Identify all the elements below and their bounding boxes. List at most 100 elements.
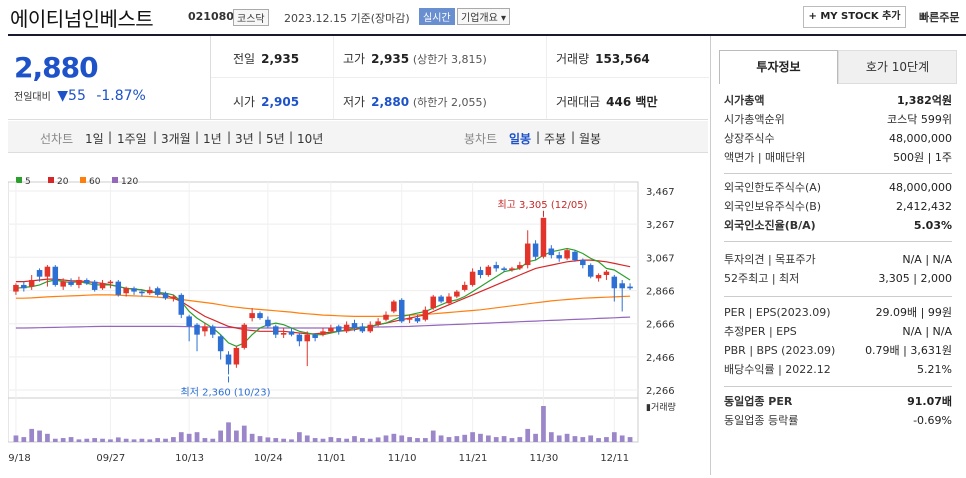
candle-body [524, 243, 531, 266]
volume-bar [226, 422, 231, 442]
volume-bar [517, 437, 523, 442]
candle-body [52, 266, 59, 285]
lower-limit: (하한가 2,055) [412, 96, 487, 109]
candle-body [343, 324, 350, 332]
candle-body [288, 331, 295, 335]
y-tick-label: 2,866 [646, 287, 675, 298]
info-label: 외국인보유주식수(B) [724, 200, 822, 213]
candle-chart-label[interactable]: 봉차트 [464, 132, 498, 146]
candle-body [469, 271, 476, 285]
volume-bar [297, 432, 302, 442]
ma60-line [15, 294, 631, 317]
line-chart-label[interactable]: 선차트 [40, 132, 74, 146]
period-10y[interactable]: 10년 [297, 132, 324, 146]
volume-value: 153,564 [595, 52, 650, 66]
period-1y[interactable]: 1년 [203, 132, 222, 146]
legend-label: 20 [57, 177, 69, 187]
candle-body [461, 284, 468, 290]
period-3m[interactable]: 3개월 [161, 132, 191, 146]
info-value: N/A | N/A [902, 325, 952, 338]
volume-bar [446, 437, 452, 442]
current-price: 2,880 [14, 51, 99, 84]
volume-bar [328, 437, 334, 442]
candle-body [84, 279, 90, 284]
info-section-market-cap: 시가총액 1,382억원 시가총액순위 코스닥 599위 상장주식수 48,000,000… [724, 91, 952, 167]
period-1d[interactable]: 1일 [85, 132, 104, 146]
candle-body [548, 248, 555, 256]
volume-bar [611, 432, 617, 442]
candlestick-chart-svg[interactable]: 5 20 60 120 3,467 3,267 3,067 2,866 2,666 2,466 2,… [2, 170, 708, 475]
quick-order-link[interactable]: 빠른주문 [919, 11, 960, 24]
info-label: 투자의견 | 목표주가 [724, 253, 816, 266]
candle-body [485, 266, 492, 276]
trade-amount: 거래대금 446 백만 [556, 93, 657, 110]
tab-hoga[interactable]: 호가 10단계 [838, 50, 957, 84]
volume-bar [541, 406, 546, 442]
period-1w[interactable]: 1주일 [117, 132, 147, 146]
volume-bar [100, 438, 105, 442]
info-value: 29.09배 | 99원 [875, 306, 952, 319]
volume-bar [415, 438, 420, 442]
candle-body [367, 324, 373, 332]
candle-body [320, 331, 326, 335]
info-row: 액면가 | 매매단위 500원 | 1주 [724, 148, 952, 167]
x-tick-label: 10/24 [254, 453, 283, 464]
period-5y[interactable]: 5년 [266, 132, 285, 146]
candle-body [296, 334, 303, 342]
add-mystock-button[interactable]: + MY STOCK 추가 [803, 6, 906, 28]
price-chart[interactable]: 5 20 60 120 3,467 3,267 3,067 2,866 2,666 2,466 2,… [2, 170, 708, 475]
info-value: N/A | N/A [902, 253, 952, 266]
legend-swatch [80, 177, 86, 183]
candle-daily[interactable]: 일봉 [509, 132, 532, 146]
candle-weekly[interactable]: 주봉 [544, 132, 567, 146]
volume-bar [367, 438, 373, 442]
low-price: 저가 2,880 (하한가 2,055) [343, 93, 487, 110]
candle-body [273, 326, 279, 335]
candle-body [627, 286, 633, 289]
volume-bar [13, 435, 19, 442]
realtime-button[interactable]: 실시간 [419, 8, 455, 25]
volume-bar [304, 435, 310, 442]
upper-limit: (상한가 3,815) [412, 53, 487, 66]
corp-info-dropdown[interactable]: 기업개요 ▾ [457, 8, 510, 25]
volume-bar [619, 435, 625, 442]
volume-bar [564, 433, 570, 442]
candle-body [60, 281, 66, 287]
price-change: 전일대비 ▼55 -1.87% [14, 88, 146, 104]
volume-bar [76, 439, 82, 442]
candle-body [454, 291, 460, 297]
volume-bar [462, 434, 468, 442]
candle-monthly[interactable]: 월봉 [579, 132, 602, 146]
info-label: 동일업종 PER [724, 395, 793, 408]
candle-body [202, 326, 208, 332]
prev-close: 전일 2,935 [233, 50, 299, 67]
y-tick-label: 2,266 [646, 386, 675, 397]
info-label: 액면가 | 매매단위 [724, 151, 806, 164]
invest-info-panel: 투자정보 호가 10단계 시가총액 1,382억원 시가총액순위 코스닥 599위 상장… [710, 36, 966, 475]
volume-bar [45, 433, 50, 442]
period-3y[interactable]: 3년 [235, 132, 254, 146]
volume-bar [320, 438, 326, 442]
candle-body [76, 279, 82, 285]
x-tick-label: 11/01 [317, 453, 346, 464]
high-price: 고가 2,935 (상한가 3,815) [343, 50, 487, 67]
candle-body [493, 265, 499, 269]
ma120-line [15, 316, 631, 329]
candle-body [619, 283, 625, 289]
ma20-line [15, 259, 631, 335]
candle-body [147, 289, 153, 294]
info-value: 48,000,000 [889, 132, 952, 145]
candle-body [572, 251, 578, 261]
volume-bar [171, 437, 176, 442]
change-amount: ▼55 [57, 88, 86, 104]
legend-label: 120 [121, 177, 138, 187]
tab-invest-info[interactable]: 투자정보 [719, 50, 838, 84]
info-row: 시가총액순위 코스닥 599위 [724, 110, 952, 129]
volume-bar [533, 433, 538, 442]
volume-bar [68, 437, 74, 442]
info-row: 투자의견 | 목표주가 N/A | N/A [724, 250, 952, 269]
info-row: 시가총액 1,382억원 [724, 91, 952, 110]
volume-bar [407, 437, 412, 442]
info-row: PER | EPS(2023.09) 29.09배 | 99원 [724, 303, 952, 322]
candle-body [36, 270, 43, 277]
